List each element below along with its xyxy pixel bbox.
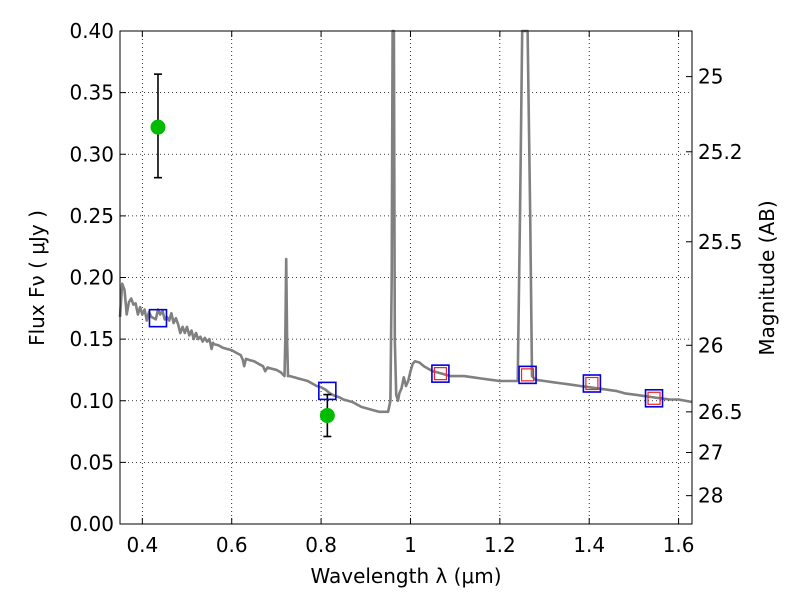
y2-axis-label: Magnitude (AB) bbox=[755, 200, 779, 355]
model-box bbox=[318, 381, 337, 401]
observed-point bbox=[319, 408, 335, 424]
x-tick-label: 1.2 bbox=[484, 533, 516, 557]
y-tick-label: 0.20 bbox=[69, 266, 114, 290]
grid-lines bbox=[120, 30, 692, 525]
model-box-inner bbox=[647, 391, 661, 405]
observed-points bbox=[150, 119, 335, 424]
model-boxes bbox=[148, 308, 664, 408]
model-box bbox=[582, 374, 602, 393]
y-tick-label: 0.30 bbox=[69, 142, 114, 166]
y-ticks: 0.00 0.05 0.10 0.15 0.20 0.25 0.30 0.35 0.40 bbox=[69, 19, 126, 536]
model-box-inner bbox=[520, 368, 535, 382]
x-ticks: 0.4 0.6 0.8 1 1.2 1.4 1.6 bbox=[126, 31, 695, 557]
y2-tick-label: 25 bbox=[698, 65, 723, 89]
y-tick-label: 0.25 bbox=[69, 204, 114, 228]
plot-frame bbox=[119, 30, 693, 525]
y2-tick-label: 25.2 bbox=[698, 140, 743, 164]
model-box-inner bbox=[585, 376, 599, 391]
x-tick-label: 1.4 bbox=[573, 533, 605, 557]
y2-tick-label: 27 bbox=[698, 441, 723, 465]
y-tick-label: 0.00 bbox=[69, 512, 114, 536]
y2-ticks: 25 25.2 25.5 26 26.5 27 28 bbox=[686, 65, 743, 508]
y-tick-label: 0.40 bbox=[69, 19, 114, 43]
x-axis-label: Wavelength λ (μm) bbox=[310, 564, 501, 588]
y-axis-label: Flux Fν ( μJy ) bbox=[25, 210, 49, 346]
y2-tick-label: 26 bbox=[698, 333, 723, 357]
sed-curve bbox=[118, 29, 693, 414]
x-tick-label: 0.4 bbox=[126, 533, 158, 557]
y-tick-label: 0.10 bbox=[69, 389, 114, 413]
x-tick-label: 1 bbox=[404, 533, 417, 557]
y-tick-label: 0.05 bbox=[69, 450, 114, 474]
model-box-inner bbox=[433, 367, 448, 381]
x-tick-label: 0.6 bbox=[216, 533, 248, 557]
error-bars bbox=[153, 73, 332, 438]
y2-tick-label: 26.5 bbox=[698, 400, 743, 424]
y-tick-label: 0.35 bbox=[69, 81, 114, 105]
model-box bbox=[518, 365, 537, 385]
model-box bbox=[431, 364, 450, 383]
y-tick-label: 0.15 bbox=[69, 327, 114, 351]
sed-line bbox=[118, 29, 693, 414]
y2-tick-label: 25.5 bbox=[698, 230, 743, 254]
x-tick-label: 1.6 bbox=[663, 533, 695, 557]
observed-point bbox=[150, 119, 166, 135]
model-box bbox=[644, 388, 664, 408]
y2-tick-label: 28 bbox=[698, 484, 723, 508]
x-tick-label: 0.8 bbox=[305, 533, 337, 557]
model-box bbox=[148, 308, 168, 328]
